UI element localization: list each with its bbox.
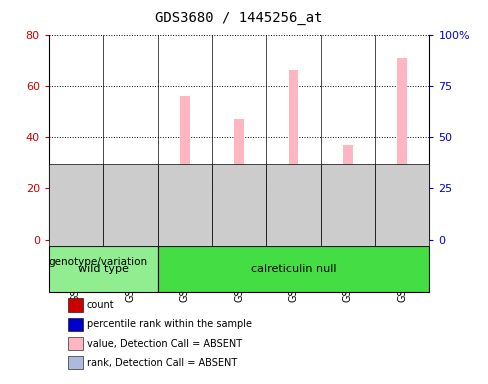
Bar: [236, 190, 243, 240]
Bar: [49, 164, 103, 247]
Bar: [288, 70, 298, 240]
Bar: [399, 174, 406, 240]
Text: percentile rank within the sample: percentile rank within the sample: [87, 319, 252, 329]
Bar: [49, 35, 103, 240]
Bar: [74, 232, 78, 240]
Text: wild type: wild type: [78, 264, 129, 274]
Bar: [212, 164, 266, 247]
FancyArrowPatch shape: [21, 267, 41, 271]
Bar: [68, 298, 83, 312]
Text: value, Detection Call = ABSENT: value, Detection Call = ABSENT: [87, 339, 242, 349]
Bar: [127, 201, 134, 240]
Bar: [345, 190, 351, 240]
Bar: [68, 337, 83, 350]
Bar: [73, 229, 79, 240]
Text: rank, Detection Call = ABSENT: rank, Detection Call = ABSENT: [87, 358, 237, 367]
Bar: [212, 35, 266, 240]
Bar: [182, 184, 188, 240]
Bar: [158, 35, 212, 240]
Bar: [266, 35, 321, 240]
Bar: [290, 180, 297, 240]
Bar: [234, 119, 244, 240]
Bar: [158, 164, 212, 247]
Bar: [343, 145, 353, 240]
Bar: [375, 35, 429, 240]
Bar: [180, 96, 190, 240]
Bar: [71, 232, 81, 240]
Bar: [68, 318, 83, 331]
Bar: [321, 35, 375, 240]
Bar: [266, 164, 321, 247]
Text: GDS3680 / 1445256_at: GDS3680 / 1445256_at: [155, 11, 323, 25]
Bar: [321, 164, 375, 247]
Text: count: count: [87, 300, 115, 310]
Bar: [103, 164, 158, 247]
Bar: [158, 247, 429, 291]
Bar: [103, 35, 158, 240]
Bar: [397, 58, 407, 240]
Text: calreticulin null: calreticulin null: [251, 264, 336, 274]
Bar: [68, 356, 83, 369]
Bar: [375, 164, 429, 247]
Bar: [125, 188, 135, 240]
Bar: [49, 247, 158, 291]
Bar: [74, 229, 78, 240]
Text: genotype/variation: genotype/variation: [49, 257, 148, 267]
